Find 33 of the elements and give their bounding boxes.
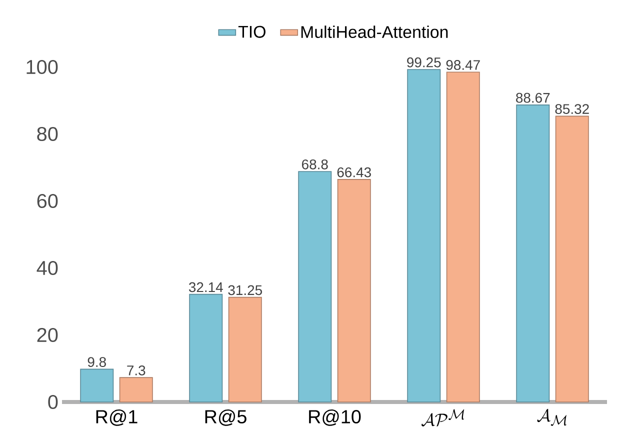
bar — [298, 171, 332, 402]
y-tick-label: 20 — [37, 328, 58, 342]
bar — [337, 179, 371, 402]
data-label: 98.47 — [446, 60, 480, 70]
x-tick-label: $\mathrm{R@10}$ — [309, 410, 361, 426]
bar — [80, 368, 114, 402]
bar — [516, 104, 550, 402]
bar — [555, 116, 589, 402]
bar — [119, 377, 153, 402]
bar — [446, 72, 480, 402]
y-tick-label: 40 — [36, 260, 58, 276]
data-label: 9.8 — [88, 357, 106, 367]
data-label: 7.3 — [127, 365, 146, 376]
data-label: 32.14 — [188, 282, 223, 292]
data-label: 31.25 — [228, 285, 262, 296]
y-tick-label: 100 — [26, 60, 58, 74]
bar — [228, 296, 262, 402]
data-label: 88.67 — [516, 92, 550, 103]
y-tick-label: 60 — [37, 194, 58, 208]
legend-label: MultiHead-Attention — [301, 26, 448, 38]
bar — [189, 294, 223, 402]
y-tick-label: 0 — [48, 394, 58, 410]
legend-label: TIO — [238, 26, 266, 38]
x-tick-label: $\mathcal{A}_{\mathcal{M}}$ — [537, 408, 567, 426]
data-label: 68.8 — [302, 159, 328, 170]
x-tick-label: $\mathrm{R@1}$ — [96, 410, 138, 426]
x-tick-label: $\mathrm{R@5}$ — [205, 410, 246, 426]
data-label: 85.32 — [555, 104, 589, 114]
data-label: 66.43 — [337, 167, 371, 178]
data-label: 99.25 — [407, 57, 441, 68]
bar — [407, 69, 441, 402]
y-tick-label: 80 — [37, 126, 58, 142]
x-tick-label: $\mathcal{AP}^{\mathcal{M}}$ — [422, 409, 464, 426]
